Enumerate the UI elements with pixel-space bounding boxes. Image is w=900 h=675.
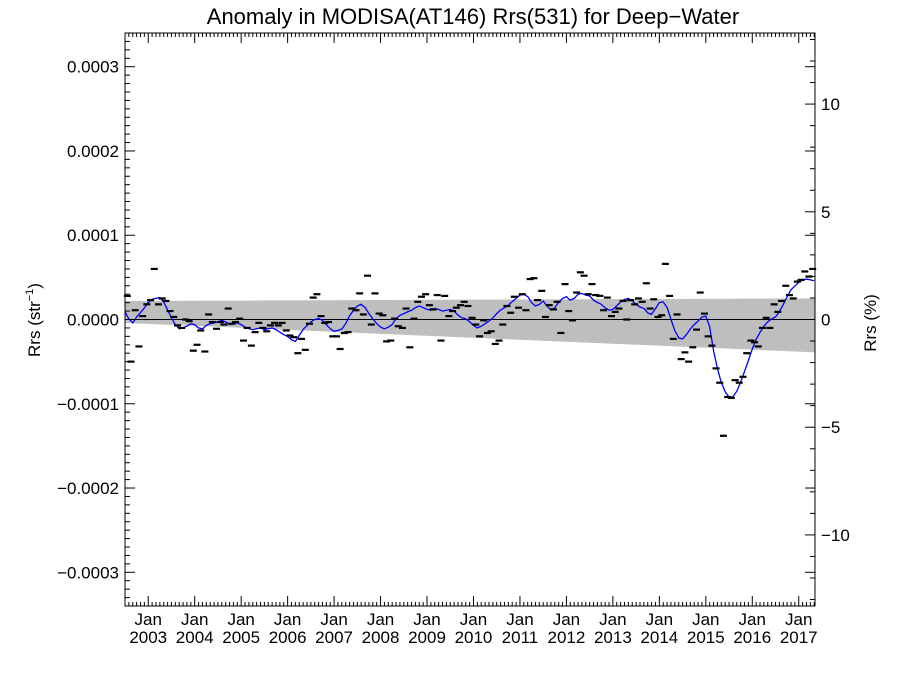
x-tick-month-label: Jan [692, 610, 719, 629]
x-tick-month-label: Jan [135, 610, 162, 629]
left-tick-label: 0.0001 [67, 226, 119, 245]
right-tick-label: −10 [821, 526, 850, 545]
uncertainty-band-layer [125, 298, 815, 353]
x-tick-month-label: Jan [413, 610, 440, 629]
left-axis-label: Rrs (str−1) [24, 283, 44, 357]
x-tick-month-label: Jan [181, 610, 208, 629]
x-tick-year-label: 2012 [548, 628, 586, 647]
x-tick-year-label: 2008 [362, 628, 400, 647]
left-tick-label: −0.0001 [57, 395, 119, 414]
x-tick-year-label: 2003 [129, 628, 167, 647]
x-tick-year-label: 2010 [455, 628, 493, 647]
left-axis: 0.0003 0.0002 0.0001 0.0000 −0.0001 −0.0002 −0… [57, 32, 815, 607]
x-tick-month-label: Jan [646, 610, 673, 629]
x-tick-year-label: 2015 [687, 628, 725, 647]
left-tick-label: 0.0000 [67, 311, 119, 330]
left-axis-label-sup: −1 [24, 289, 36, 302]
x-tick-year-label: 2005 [222, 628, 260, 647]
data-points-layer [123, 262, 817, 437]
uncertainty-band [125, 298, 815, 353]
x-tick-year-label: 2007 [315, 628, 353, 647]
left-tick-label: 0.0002 [67, 142, 119, 161]
left-tick-label: −0.0002 [57, 479, 119, 498]
running-mean-line [124, 278, 815, 398]
running-mean-layer [124, 278, 815, 398]
right-tick-label: 5 [821, 203, 830, 222]
x-tick-year-label: 2017 [780, 628, 818, 647]
x-tick-year-label: 2016 [733, 628, 771, 647]
x-tick-year-label: 2013 [594, 628, 632, 647]
x-tick-month-label: Jan [274, 610, 301, 629]
x-tick-month-label: Jan [785, 610, 812, 629]
x-tick-month-label: Jan [460, 610, 487, 629]
x-tick-month-label: Jan [367, 610, 394, 629]
right-axis: 10 5 0 −5 −10 [805, 38, 850, 601]
x-tick-month-label: Jan [599, 610, 626, 629]
right-tick-label: 10 [821, 95, 840, 114]
x-tick-year-label: 2014 [640, 628, 678, 647]
x-tick-year-label: 2004 [176, 628, 214, 647]
x-tick-month-label: Jan [739, 610, 766, 629]
x-tick-month-label: Jan [320, 610, 347, 629]
x-tick-month-label: Jan [227, 610, 254, 629]
right-tick-label: 0 [821, 311, 830, 330]
left-tick-label: 0.0003 [67, 58, 119, 77]
right-axis-label: Rrs (%) [861, 294, 880, 352]
left-axis-label-close: ) [25, 283, 44, 289]
x-axis: Jan2003Jan2004Jan2005Jan2006Jan2007Jan20… [124, 33, 818, 647]
x-tick-year-label: 2011 [502, 628, 539, 647]
x-tick-year-label: 2009 [408, 628, 446, 647]
x-tick-month-label: Jan [506, 610, 533, 629]
x-tick-year-label: 2006 [269, 628, 307, 647]
chart-title: Anomaly in MODISA(AT146) Rrs(531) for De… [207, 4, 739, 29]
x-tick-month-label: Jan [553, 610, 580, 629]
left-axis-label-main: Rrs (str [25, 301, 44, 357]
right-tick-label: −5 [821, 418, 840, 437]
left-tick-label: −0.0003 [57, 563, 119, 582]
